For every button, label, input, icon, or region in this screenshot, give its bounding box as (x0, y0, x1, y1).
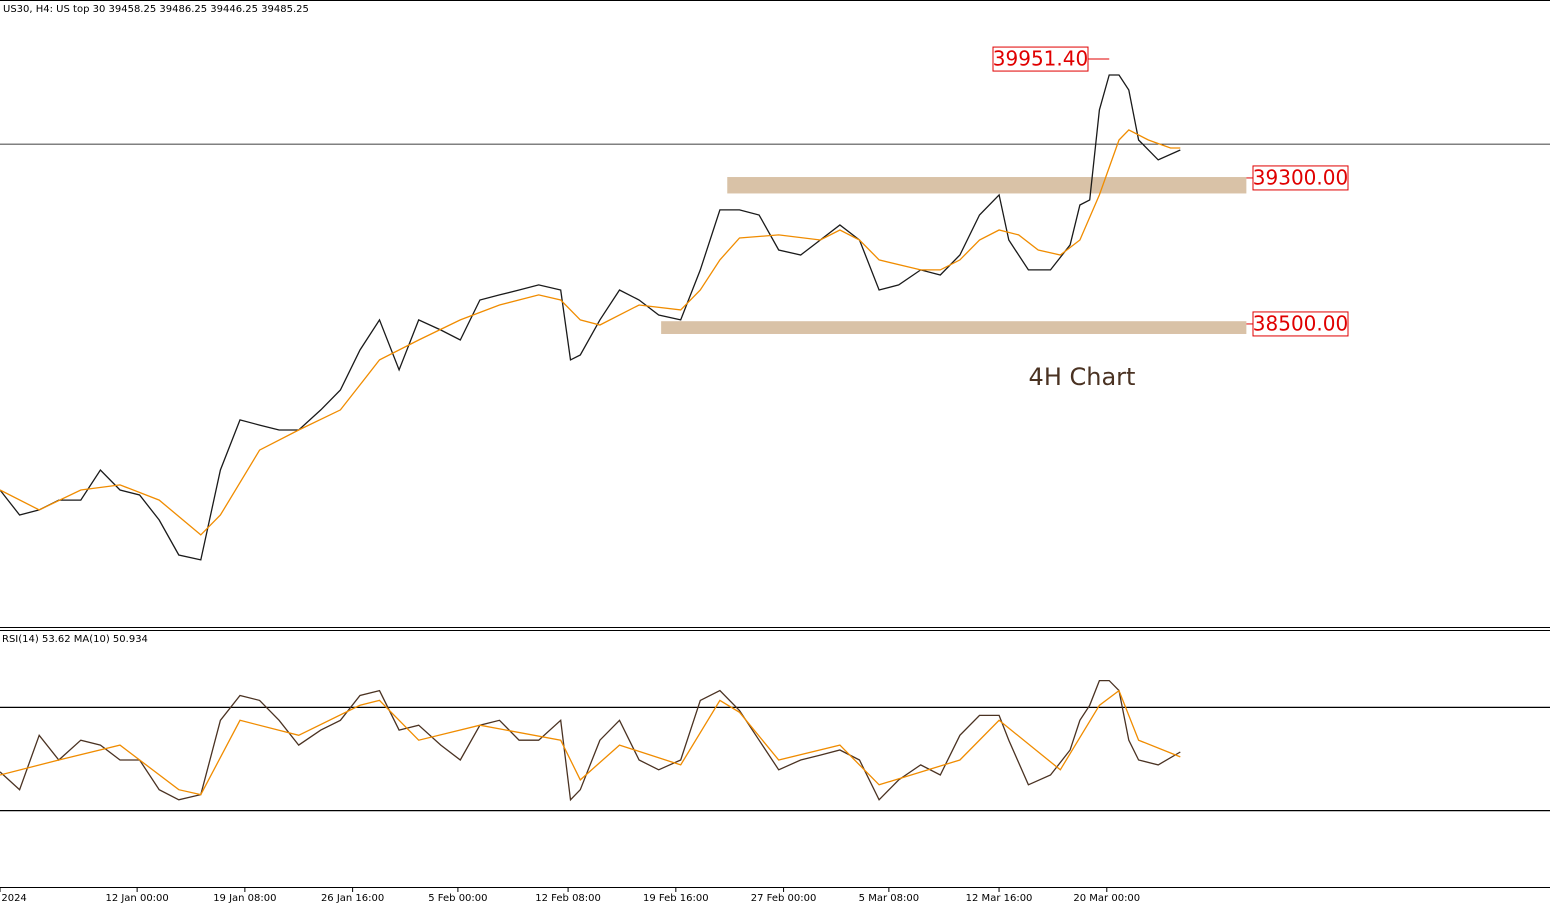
x-tick-label: 4 Jan 2024 (0, 893, 27, 904)
price-label: 39300.00 (1253, 165, 1348, 189)
zone (661, 321, 1247, 334)
x-tick-label: 12 Feb 08:00 (535, 893, 601, 904)
x-tick-label: 12 Jan 00:00 (105, 893, 168, 904)
x-tick-label: 12 Mar 16:00 (966, 893, 1033, 904)
x-tick-label: 26 Jan 16:00 (321, 893, 384, 904)
price-label: 38500.00 (1253, 311, 1348, 335)
price-label: 39951.40 (993, 47, 1088, 71)
x-tick-label: 5 Feb 00:00 (428, 893, 487, 904)
series-line (0, 129, 1181, 536)
x-tick-label: 19 Jan 08:00 (213, 893, 276, 904)
series-line (0, 689, 1181, 796)
chart-label: 4H Chart (1029, 363, 1136, 391)
rsi-header: RSI(14) 53.62 MA(10) 50.934 (2, 634, 148, 645)
series-line (0, 74, 1181, 561)
zone (727, 177, 1247, 194)
price-label-box (992, 46, 1089, 72)
x-tick-label: 27 Feb 00:00 (751, 893, 817, 904)
x-tick-label: 19 Feb 16:00 (643, 893, 709, 904)
price-label-box (1252, 165, 1349, 191)
series-line (0, 679, 1181, 802)
x-tick-label: 20 Mar 00:00 (1073, 893, 1140, 904)
symbol-header: US30, H4: US top 30 39458.25 39486.25 39… (3, 4, 309, 15)
price-label-box (1252, 311, 1349, 337)
x-tick-label: 5 Mar 08:00 (859, 893, 919, 904)
